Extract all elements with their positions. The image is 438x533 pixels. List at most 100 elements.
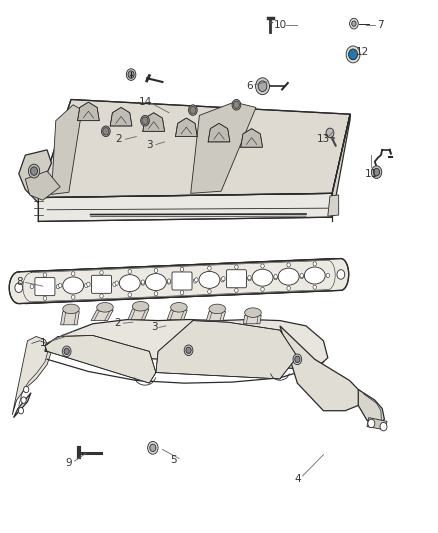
Circle shape: [350, 18, 358, 29]
Circle shape: [71, 295, 75, 299]
Circle shape: [184, 345, 193, 356]
Text: 5: 5: [170, 455, 177, 465]
Circle shape: [128, 71, 134, 78]
Polygon shape: [39, 100, 350, 198]
Circle shape: [15, 283, 23, 293]
Circle shape: [194, 278, 198, 282]
Circle shape: [71, 272, 75, 276]
Circle shape: [167, 280, 171, 284]
Polygon shape: [358, 390, 385, 425]
Circle shape: [368, 419, 375, 427]
Circle shape: [258, 81, 267, 92]
Circle shape: [148, 441, 158, 454]
Ellipse shape: [209, 304, 226, 314]
Circle shape: [221, 278, 224, 282]
Polygon shape: [241, 128, 262, 147]
Polygon shape: [280, 326, 367, 411]
Text: 1: 1: [39, 338, 46, 349]
Polygon shape: [332, 114, 350, 217]
Ellipse shape: [252, 269, 273, 286]
Polygon shape: [156, 320, 297, 379]
Circle shape: [102, 126, 110, 136]
Polygon shape: [51, 105, 82, 195]
Circle shape: [293, 354, 302, 365]
Polygon shape: [45, 319, 328, 370]
FancyBboxPatch shape: [92, 275, 112, 293]
Polygon shape: [143, 113, 165, 131]
Circle shape: [295, 356, 300, 362]
Text: 4: 4: [294, 474, 300, 483]
Circle shape: [30, 285, 34, 289]
Polygon shape: [12, 336, 51, 415]
Circle shape: [141, 115, 149, 126]
Circle shape: [21, 397, 26, 403]
Circle shape: [300, 273, 304, 278]
Circle shape: [313, 262, 317, 266]
Polygon shape: [14, 393, 31, 418]
Circle shape: [188, 105, 197, 115]
Polygon shape: [208, 123, 230, 142]
FancyBboxPatch shape: [172, 272, 192, 290]
Circle shape: [274, 276, 277, 280]
Circle shape: [287, 263, 290, 267]
Circle shape: [100, 271, 103, 274]
Circle shape: [371, 166, 382, 179]
Text: 2: 2: [114, 318, 121, 328]
Circle shape: [208, 289, 211, 294]
Polygon shape: [9, 259, 349, 304]
Ellipse shape: [97, 303, 113, 312]
Polygon shape: [19, 150, 51, 203]
Polygon shape: [17, 259, 343, 304]
Circle shape: [126, 69, 136, 80]
Circle shape: [233, 101, 240, 109]
Circle shape: [261, 264, 264, 268]
Circle shape: [56, 285, 60, 289]
Polygon shape: [191, 102, 256, 193]
Circle shape: [352, 21, 356, 26]
Circle shape: [142, 117, 148, 124]
Ellipse shape: [171, 303, 187, 312]
Circle shape: [141, 281, 145, 285]
Text: 2: 2: [116, 134, 122, 144]
Ellipse shape: [278, 268, 299, 285]
Circle shape: [235, 288, 238, 293]
Circle shape: [167, 279, 171, 283]
Circle shape: [115, 281, 118, 285]
Text: 8: 8: [16, 277, 23, 287]
Circle shape: [128, 293, 131, 297]
Circle shape: [222, 277, 225, 281]
Polygon shape: [244, 316, 261, 324]
Text: 3: 3: [151, 322, 158, 333]
Polygon shape: [45, 335, 156, 383]
Ellipse shape: [304, 267, 325, 284]
Circle shape: [313, 285, 317, 289]
Circle shape: [64, 348, 69, 354]
Circle shape: [261, 287, 264, 292]
Circle shape: [103, 127, 109, 135]
Circle shape: [180, 290, 184, 295]
Circle shape: [346, 46, 360, 63]
Circle shape: [141, 280, 145, 284]
Circle shape: [337, 270, 345, 279]
Text: 7: 7: [377, 20, 383, 30]
Circle shape: [113, 282, 116, 286]
Circle shape: [300, 274, 304, 279]
Polygon shape: [60, 312, 79, 325]
Polygon shape: [39, 193, 332, 221]
Circle shape: [235, 265, 238, 269]
Circle shape: [190, 107, 196, 114]
Circle shape: [274, 274, 277, 279]
Circle shape: [150, 444, 156, 451]
Circle shape: [100, 294, 103, 298]
Circle shape: [28, 164, 40, 178]
Circle shape: [208, 266, 211, 270]
Text: 10: 10: [273, 20, 286, 30]
Circle shape: [43, 273, 47, 277]
FancyBboxPatch shape: [226, 270, 247, 288]
Polygon shape: [328, 195, 339, 216]
Circle shape: [326, 273, 329, 278]
Circle shape: [232, 100, 241, 110]
Circle shape: [193, 279, 197, 283]
Circle shape: [180, 267, 184, 271]
Circle shape: [349, 49, 357, 60]
